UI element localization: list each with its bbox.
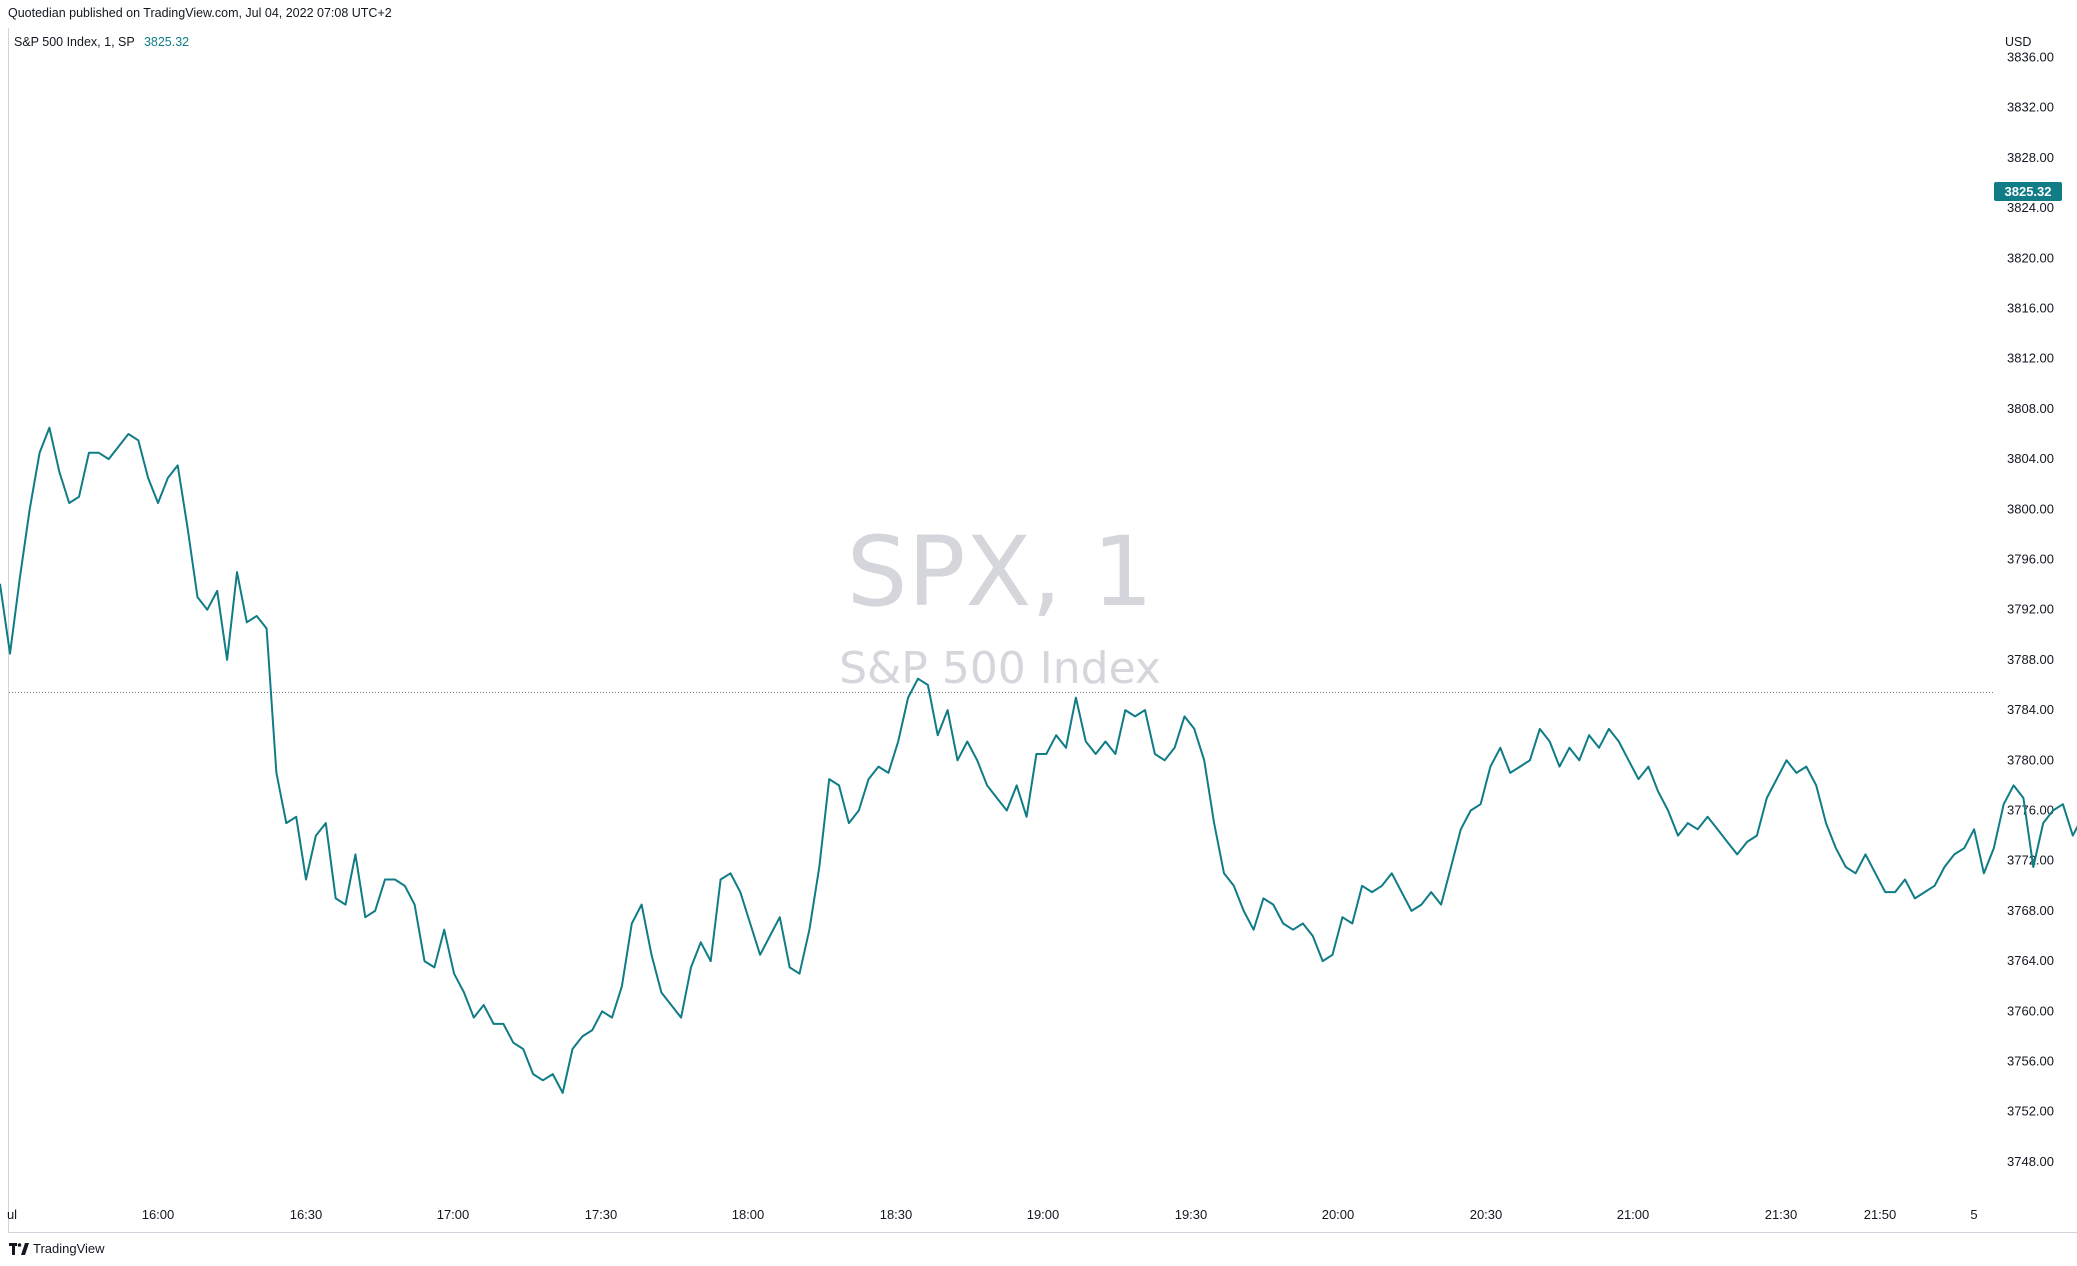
y-tick-label: 3760.00	[2007, 1003, 2054, 1018]
x-tick-label: ul	[7, 1207, 17, 1222]
x-tick-label: 19:30	[1175, 1207, 1208, 1222]
y-tick-label: 3800.00	[2007, 501, 2054, 516]
last-price-legend: 3825.32	[143, 35, 190, 49]
tradingview-brand[interactable]: TradingView	[9, 1241, 105, 1256]
y-tick-label: 3784.00	[2007, 702, 2054, 717]
y-tick-label: 3748.00	[2007, 1154, 2054, 1169]
y-tick-label: 3816.00	[2007, 301, 2054, 316]
y-tick-label: 3812.00	[2007, 351, 2054, 366]
y-tick-label: 3796.00	[2007, 552, 2054, 567]
y-tick-label: 3832.00	[2007, 100, 2054, 115]
chart-frame-bottom	[8, 1232, 2077, 1233]
x-tick-label: 18:00	[732, 1207, 765, 1222]
y-tick-label: 3792.00	[2007, 602, 2054, 617]
last-price-tag: 3825.32	[1994, 182, 2062, 202]
y-tick-label: 3836.00	[2007, 50, 2054, 65]
symbol-info[interactable]: S&P 500 Index, 1, SP 3825.32	[14, 35, 189, 49]
published-banner: Quotedian published on TradingView.com, …	[8, 6, 392, 20]
chart-frame-left	[8, 28, 9, 1233]
x-tick-label: 17:00	[437, 1207, 470, 1222]
x-tick-label: 17:30	[585, 1207, 618, 1222]
y-tick-label: 3768.00	[2007, 903, 2054, 918]
y-tick-label: 3820.00	[2007, 250, 2054, 265]
y-tick-label: 3824.00	[2007, 200, 2054, 215]
y-tick-label: 3756.00	[2007, 1054, 2054, 1069]
x-tick-label: 16:30	[290, 1207, 323, 1222]
y-tick-label: 3772.00	[2007, 853, 2054, 868]
y-tick-label: 3804.00	[2007, 451, 2054, 466]
symbol-watermark: SPX, 1	[847, 516, 1154, 628]
y-tick-label: 3764.00	[2007, 953, 2054, 968]
x-tick-label: 21:50	[1864, 1207, 1897, 1222]
x-tick-label: 16:00	[142, 1207, 175, 1222]
x-tick-label: 20:30	[1470, 1207, 1503, 1222]
price-axis[interactable]: 3836.00 3832.00 3828.00 3824.00 3820.00 3816.…	[2007, 50, 2054, 1169]
x-tick-label: 21:00	[1617, 1207, 1650, 1222]
y-tick-label: 3780.00	[2007, 752, 2054, 767]
brand-name: TradingView	[33, 1241, 105, 1256]
index-name-watermark: S&P 500 Index	[839, 643, 1161, 694]
tradingview-logo-icon	[9, 1242, 29, 1255]
y-tick-label: 3788.00	[2007, 652, 2054, 667]
y-tick-label: 3752.00	[2007, 1104, 2054, 1119]
last-price-tag-bg	[1994, 182, 2062, 202]
x-tick-label: 18:30	[880, 1207, 913, 1222]
y-tick-label: 3808.00	[2007, 401, 2054, 416]
last-price-tag-label: 3825.32	[2005, 184, 2052, 199]
x-tick-label: 20:00	[1322, 1207, 1355, 1222]
time-axis[interactable]: ul 16:00 16:30 17:00 17:30 18:00 18:30 19:00 19:…	[7, 1207, 1978, 1222]
x-tick-label: 19:00	[1027, 1207, 1060, 1222]
currency-label: USD	[2005, 35, 2032, 49]
y-tick-label: 3776.00	[2007, 803, 2054, 818]
symbol-description: S&P 500 Index, 1, SP	[14, 35, 135, 49]
y-tick-label: 3828.00	[2007, 150, 2054, 165]
x-tick-label: 5	[1970, 1207, 1977, 1222]
price-line	[0, 426, 2077, 1094]
x-tick-label: 21:30	[1765, 1207, 1798, 1222]
